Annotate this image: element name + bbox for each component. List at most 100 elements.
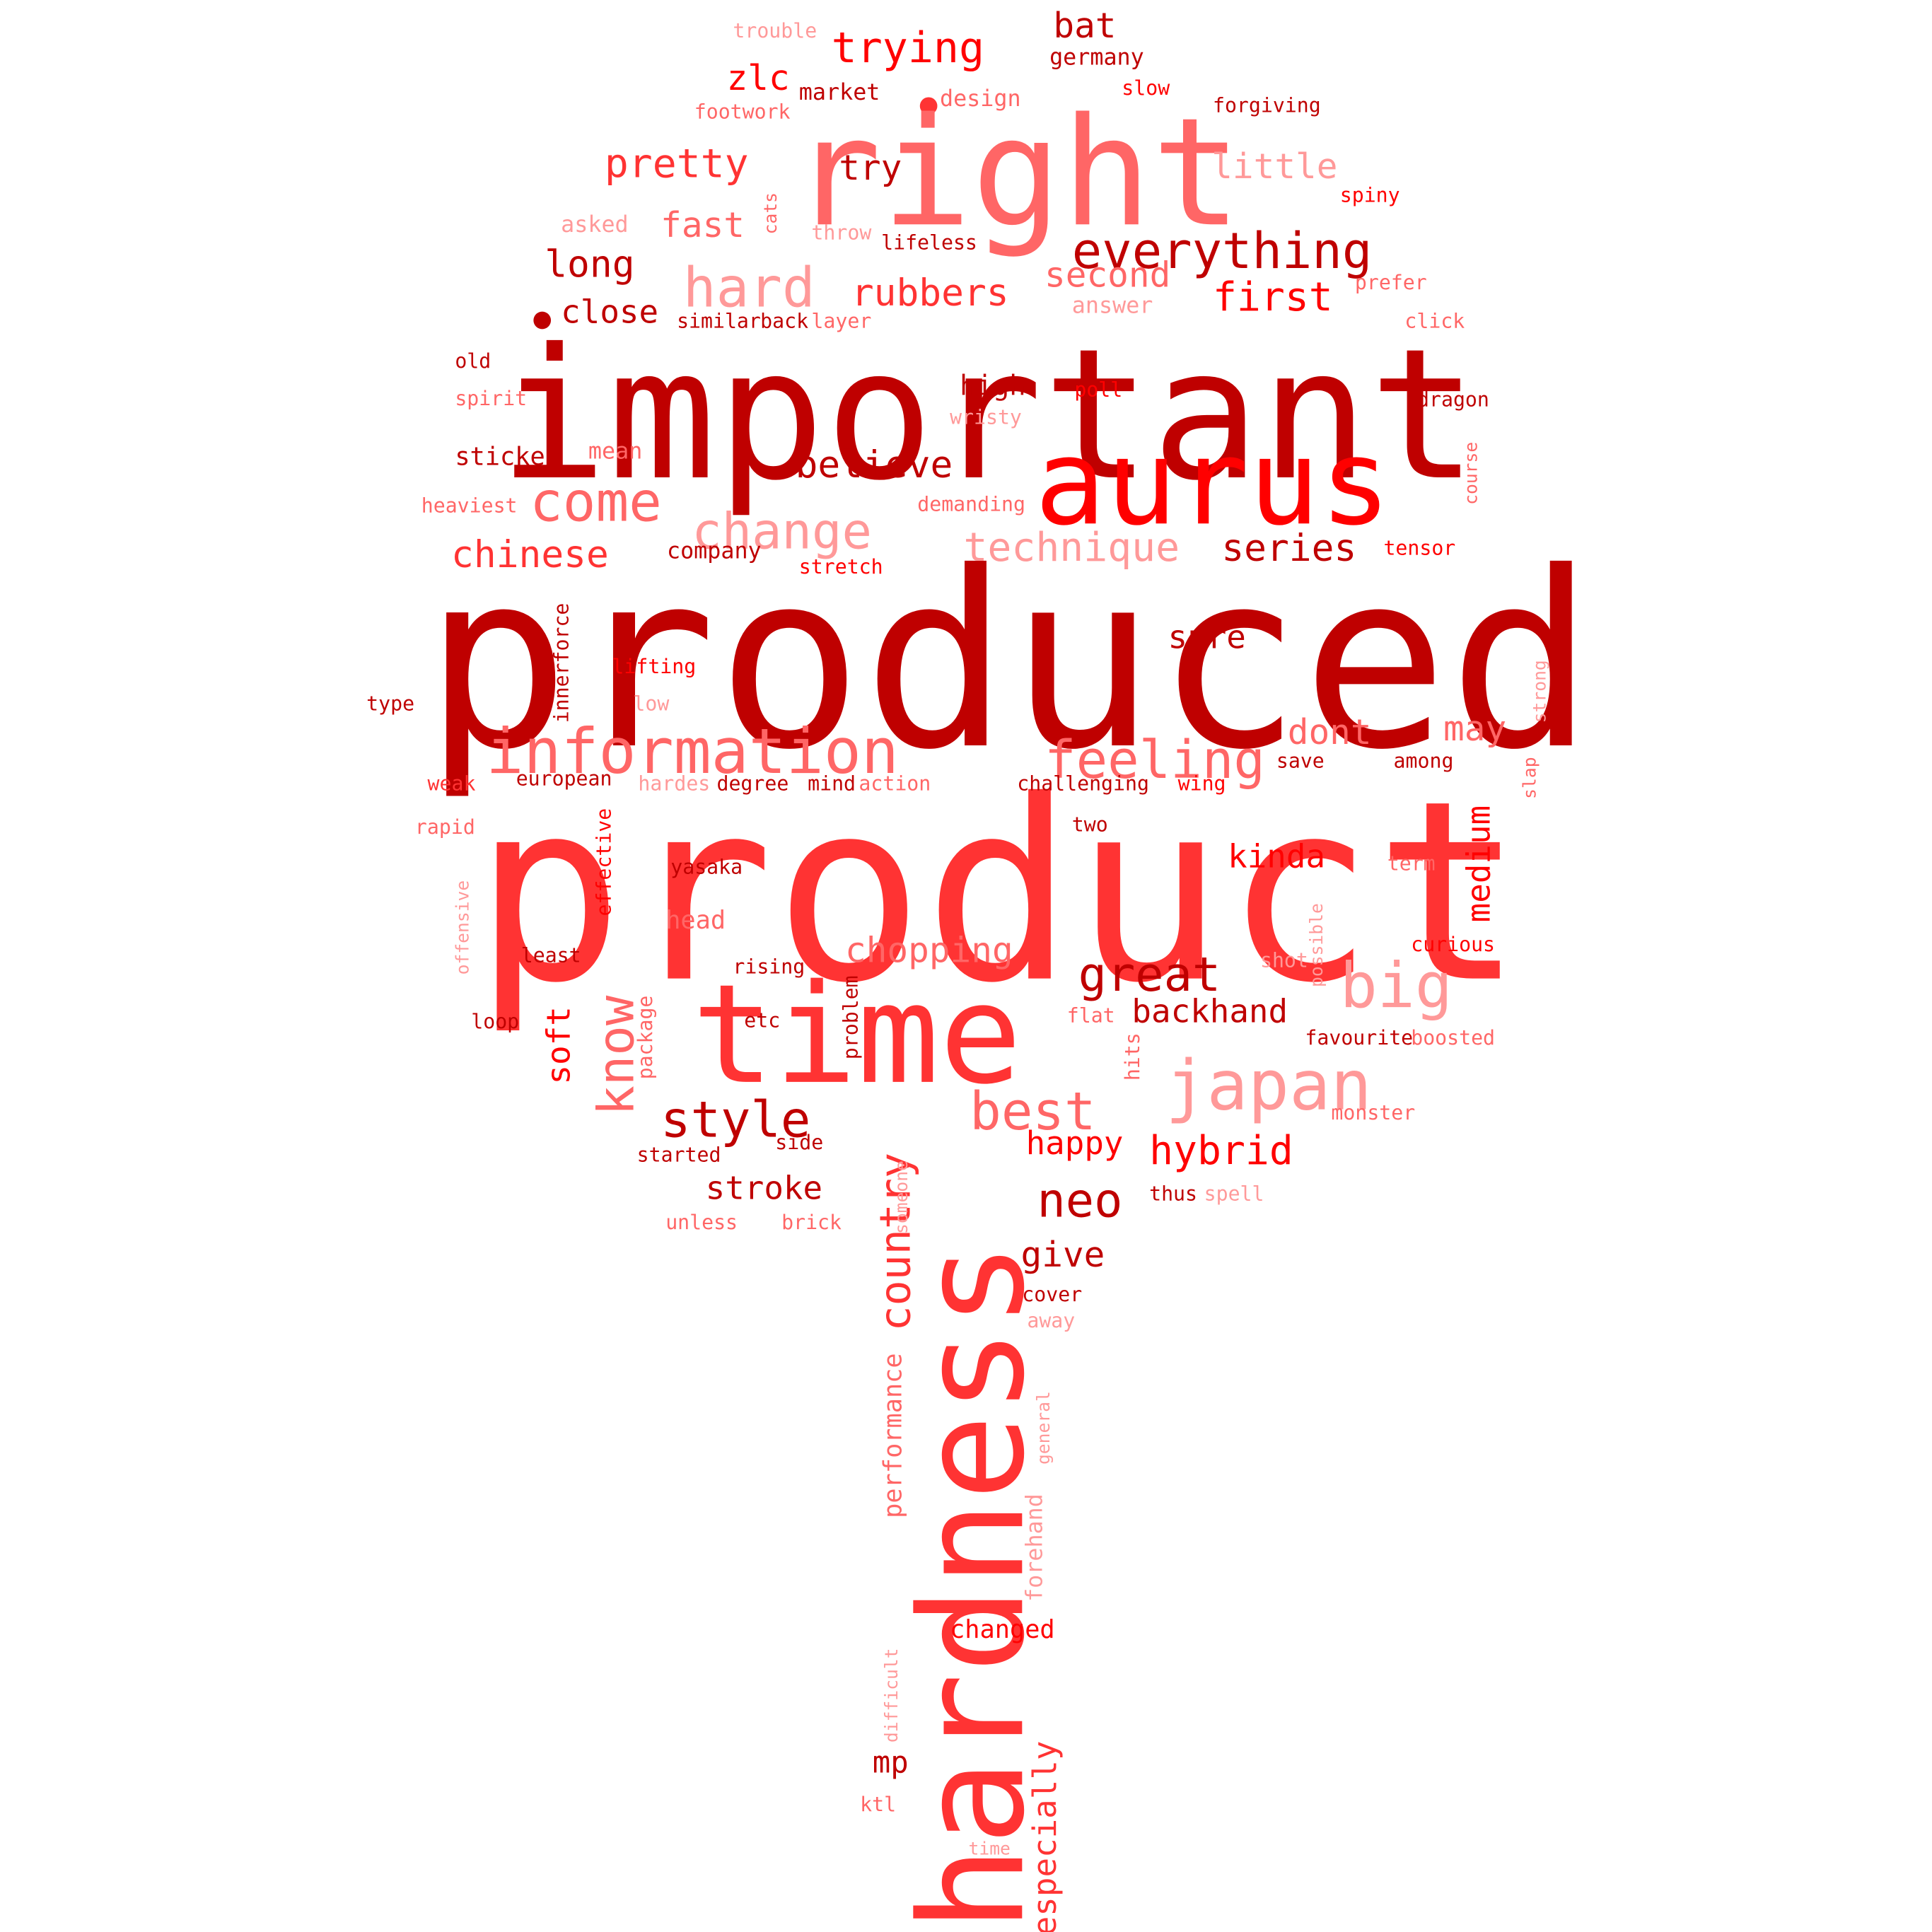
word-monster: monster xyxy=(1331,1101,1415,1124)
word-heaviest: heaviest xyxy=(421,494,518,517)
word-action: action xyxy=(859,772,931,795)
word-bat: bat xyxy=(1053,5,1116,46)
word-performance: performance xyxy=(878,1353,907,1518)
word-right: right xyxy=(791,86,1242,260)
word-problem: problem xyxy=(839,975,863,1059)
word-thus: thus xyxy=(1149,1182,1197,1205)
word-rising: rising xyxy=(733,955,805,979)
word-tensor: tensor xyxy=(1383,536,1455,559)
word-chopping: chopping xyxy=(845,930,1013,971)
word-first: first xyxy=(1213,274,1333,320)
word-feeling: feeling xyxy=(1044,730,1265,791)
word-pretty: pretty xyxy=(605,141,749,187)
word-brick: brick xyxy=(781,1211,842,1234)
word-time: time xyxy=(692,955,1022,1115)
word-chinese: chinese xyxy=(451,533,609,576)
word-save: save xyxy=(1276,750,1325,773)
word-hardness: hardness xyxy=(889,1242,1056,1932)
word-two: two xyxy=(1072,813,1108,837)
word-country: country xyxy=(871,1153,921,1331)
word-started: started xyxy=(637,1144,721,1167)
word-best: best xyxy=(970,1081,1095,1142)
word-come: come xyxy=(530,471,662,535)
word-yasaka: yasaka xyxy=(670,856,743,879)
stray-dot xyxy=(533,311,552,330)
word-hard: hard xyxy=(683,257,815,320)
word-long: long xyxy=(545,243,634,286)
word-especially: especially xyxy=(1025,1740,1064,1932)
word-throw: throw xyxy=(811,221,871,244)
word-course: course xyxy=(1461,442,1482,505)
word-away: away xyxy=(1027,1309,1075,1332)
word-close: close xyxy=(561,293,658,331)
word-lifeless: lifeless xyxy=(881,231,977,255)
word-offensive: offensive xyxy=(453,880,473,975)
word-forgiving: forgiving xyxy=(1213,94,1321,117)
word-dragon: dragon xyxy=(1417,388,1489,412)
word-information: information xyxy=(486,715,899,788)
word-sticker: sticker xyxy=(455,442,560,471)
word-technique: technique xyxy=(963,525,1180,571)
word-least: least xyxy=(521,944,581,967)
word-term: term xyxy=(1387,851,1436,875)
word-spell: spell xyxy=(1204,1182,1264,1205)
word-believe: believe xyxy=(796,443,953,487)
word-produced: produced xyxy=(424,520,1594,803)
word-among: among xyxy=(1394,750,1454,773)
word-product: product xyxy=(474,748,1525,1038)
word-type: type xyxy=(366,692,414,716)
word-click: click xyxy=(1404,310,1465,333)
word-changed: changed xyxy=(950,1615,1055,1644)
word-old: old xyxy=(455,349,491,373)
word-aurus: aurus xyxy=(1035,414,1391,552)
word-stroke: stroke xyxy=(706,1169,822,1207)
word-package: package xyxy=(634,996,657,1080)
word-zlc: zlc xyxy=(727,57,790,98)
word-layer: layer xyxy=(811,310,871,333)
word-etc: etc xyxy=(744,1008,780,1032)
word-innerforce: innerforce xyxy=(550,603,574,723)
word-design: design xyxy=(940,86,1021,112)
word-side: side xyxy=(775,1131,823,1154)
word-backhand: backhand xyxy=(1131,991,1288,1030)
word-style: style xyxy=(661,1090,810,1148)
word-japan: japan xyxy=(1165,1046,1372,1126)
word-high: high xyxy=(960,371,1025,402)
word-footwork: footwork xyxy=(694,100,791,123)
word-happy: happy xyxy=(1026,1124,1124,1162)
word-back: back xyxy=(760,310,808,333)
word-slow: slow xyxy=(1122,76,1170,100)
word-asked: asked xyxy=(561,212,628,238)
word-neo: neo xyxy=(1037,1172,1122,1228)
word-effective: effective xyxy=(593,808,616,916)
word-forehand: forehand xyxy=(1023,1494,1048,1602)
word-rubbers: rubbers xyxy=(851,272,1009,315)
word-second: second xyxy=(1044,254,1170,295)
word-stretch: stretch xyxy=(799,555,883,578)
word-similar: similar xyxy=(677,310,761,333)
word-cats: cats xyxy=(760,192,781,234)
word-slap: slap xyxy=(1519,757,1540,798)
word-dont: dont xyxy=(1288,711,1372,752)
word-favourite: favourite xyxy=(1305,1026,1413,1049)
word-little: little xyxy=(1211,146,1337,187)
word-fast: fast xyxy=(661,204,745,245)
word-wing: wing xyxy=(1178,772,1226,795)
word-general: general xyxy=(1033,1391,1054,1465)
word-strong: strong xyxy=(1530,660,1550,723)
word-spirit: spirit xyxy=(455,387,527,410)
word-flat: flat xyxy=(1067,1003,1115,1027)
word-wristy: wristy xyxy=(950,405,1022,429)
word-everything: everything xyxy=(1072,222,1372,280)
word-someone: someone xyxy=(891,1160,912,1234)
word-germany: germany xyxy=(1049,45,1144,71)
word-kinda: kinda xyxy=(1228,837,1325,875)
word-mind: mind xyxy=(808,772,856,795)
word-cover: cover xyxy=(1022,1283,1082,1306)
word-poll: poll xyxy=(1074,378,1122,402)
word-company: company xyxy=(667,539,762,564)
word-boosted: boosted xyxy=(1411,1026,1495,1049)
word-unless: unless xyxy=(665,1211,738,1234)
